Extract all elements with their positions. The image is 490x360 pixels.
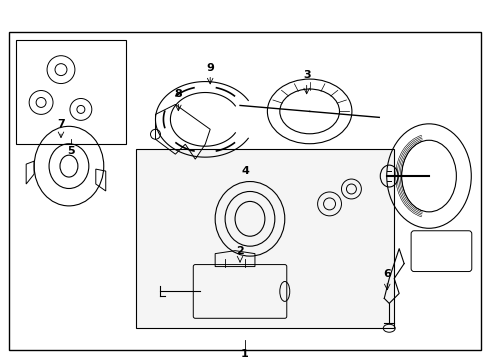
Text: 6: 6 <box>383 269 391 279</box>
Text: 8: 8 <box>174 90 182 99</box>
Text: 2: 2 <box>236 246 244 256</box>
Polygon shape <box>136 149 394 328</box>
Text: 3: 3 <box>303 69 311 80</box>
Bar <box>9 32 481 350</box>
Text: 4: 4 <box>241 166 249 176</box>
Text: 9: 9 <box>206 63 214 73</box>
Text: 7: 7 <box>57 119 65 129</box>
Text: 5: 5 <box>67 146 75 156</box>
Text: 1: 1 <box>241 349 249 359</box>
Bar <box>16 40 125 144</box>
